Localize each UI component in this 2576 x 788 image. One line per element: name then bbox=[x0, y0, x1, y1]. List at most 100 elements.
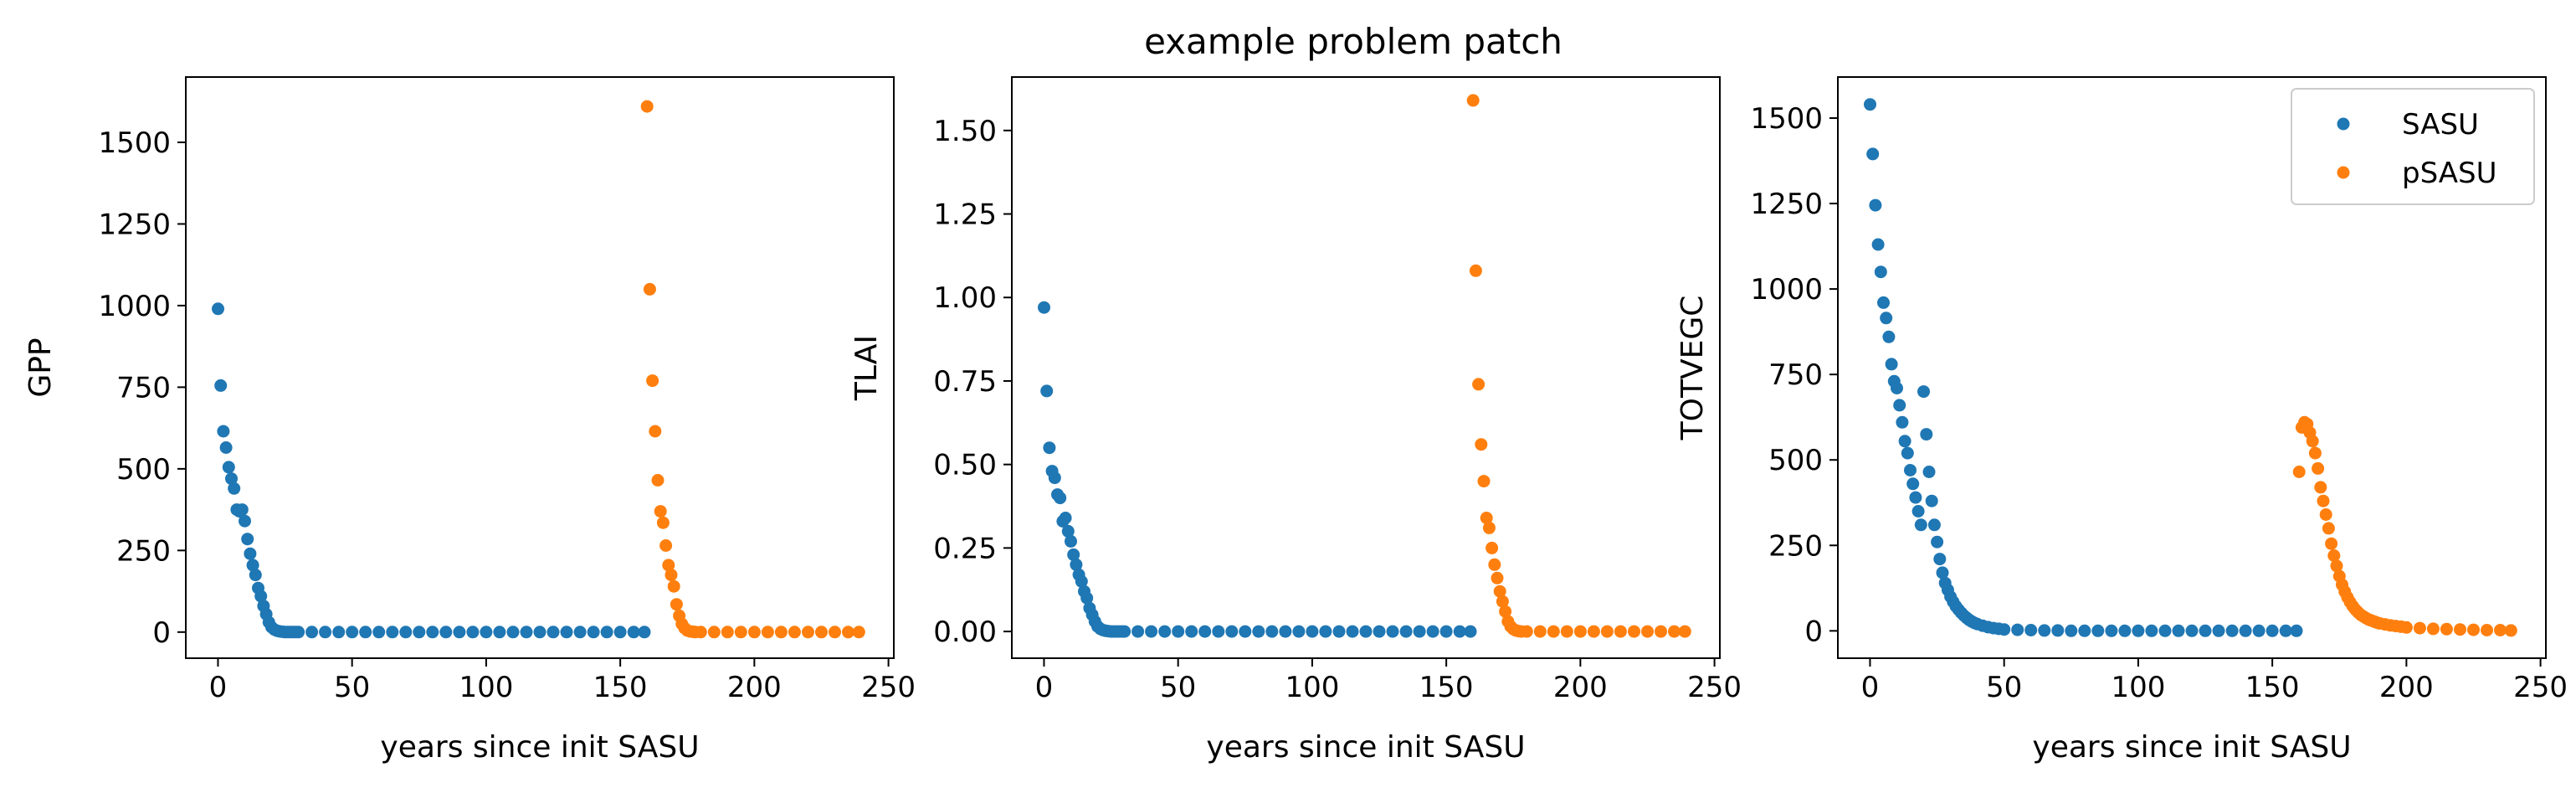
data-point bbox=[560, 626, 573, 639]
data-point bbox=[2239, 624, 2252, 637]
data-point bbox=[1871, 238, 1885, 251]
data-point bbox=[1131, 625, 1145, 638]
data-point bbox=[1864, 98, 1876, 111]
data-point bbox=[1118, 625, 1131, 638]
data-point bbox=[1922, 466, 1936, 478]
x-tick-label: 0 bbox=[1035, 671, 1054, 704]
x-tick-label: 200 bbox=[727, 671, 782, 704]
data-point bbox=[2118, 624, 2132, 637]
data-point bbox=[747, 626, 761, 639]
data-point bbox=[2494, 624, 2507, 636]
series-sasu bbox=[1864, 98, 2303, 637]
data-point bbox=[1906, 477, 1920, 491]
data-point bbox=[1882, 330, 1896, 343]
data-point bbox=[1547, 625, 1560, 638]
data-point bbox=[627, 626, 640, 639]
data-point bbox=[656, 516, 670, 529]
data-point bbox=[1145, 625, 1158, 638]
x-tick-label: 100 bbox=[459, 671, 513, 704]
data-point bbox=[665, 569, 678, 582]
x-tick-label: 150 bbox=[2245, 671, 2300, 704]
data-point bbox=[2399, 621, 2413, 634]
x-axis-label: years since init SASU bbox=[2032, 730, 2351, 765]
y-axis-label: TOTVEGC bbox=[1675, 296, 1710, 441]
axes-frame bbox=[1837, 76, 2547, 659]
data-point bbox=[2132, 624, 2145, 637]
data-point bbox=[852, 626, 865, 639]
data-point bbox=[1469, 264, 1482, 277]
data-point bbox=[2158, 624, 2172, 637]
x-tick-label: 0 bbox=[209, 671, 228, 704]
data-point bbox=[520, 626, 533, 639]
data-point bbox=[721, 626, 734, 639]
panels: 0 50 100 150 200 2500250500750100012501500yea… bbox=[23, 76, 2568, 765]
data-point bbox=[453, 626, 466, 639]
data-point bbox=[662, 559, 675, 572]
data-point bbox=[667, 579, 680, 593]
data-point bbox=[1198, 625, 1212, 638]
data-point bbox=[1486, 541, 1499, 554]
data-point bbox=[2011, 623, 2024, 636]
data-point bbox=[413, 626, 426, 639]
data-point bbox=[1212, 625, 1225, 638]
data-point bbox=[1998, 623, 2011, 636]
data-point bbox=[2199, 624, 2212, 637]
data-point bbox=[1464, 625, 1477, 638]
data-point bbox=[1477, 475, 1491, 488]
x-tick-label: 200 bbox=[2379, 671, 2434, 704]
axes-frame bbox=[1011, 76, 1721, 659]
y-axis-label: TLAI bbox=[849, 335, 884, 401]
data-point bbox=[2279, 624, 2292, 637]
data-point bbox=[2078, 624, 2091, 637]
data-point bbox=[1898, 435, 1911, 448]
legend: SASU pSASU bbox=[2291, 88, 2535, 205]
data-point bbox=[1668, 625, 1681, 638]
data-point bbox=[219, 441, 233, 454]
data-point bbox=[1678, 625, 1691, 638]
legend-marker bbox=[2337, 117, 2350, 131]
x-tick-label: 250 bbox=[861, 671, 916, 704]
data-point bbox=[1909, 491, 1922, 504]
y-tick-label: 1250 bbox=[98, 208, 171, 241]
data-point bbox=[212, 302, 224, 316]
data-point bbox=[346, 626, 359, 639]
data-point bbox=[1914, 518, 1927, 532]
data-point bbox=[1933, 553, 1947, 566]
data-point bbox=[1866, 147, 1880, 161]
y-tick-label: 0 bbox=[152, 616, 171, 650]
data-point bbox=[1472, 378, 1486, 391]
data-point bbox=[1043, 441, 1056, 455]
data-point bbox=[1628, 625, 1640, 638]
legend-label: SASU bbox=[2402, 108, 2479, 142]
x-tick-label: 150 bbox=[1419, 671, 1474, 704]
data-point bbox=[225, 472, 238, 486]
data-point bbox=[1239, 625, 1252, 638]
data-point bbox=[2312, 461, 2325, 475]
data-point bbox=[707, 626, 721, 639]
data-point bbox=[1520, 625, 1533, 638]
y-tick-label: 250 bbox=[116, 534, 171, 568]
data-point bbox=[2038, 624, 2051, 637]
data-point bbox=[1332, 625, 1346, 638]
data-point bbox=[788, 626, 801, 639]
x-tick-label: 250 bbox=[2513, 671, 2568, 704]
data-point bbox=[1925, 494, 1938, 507]
series-psasu bbox=[640, 100, 865, 639]
data-point bbox=[2024, 624, 2038, 636]
data-point bbox=[1499, 605, 1512, 618]
data-point bbox=[246, 559, 259, 572]
data-point bbox=[1265, 625, 1279, 638]
data-point bbox=[2266, 624, 2279, 637]
data-point bbox=[1880, 312, 1893, 325]
data-point bbox=[1901, 446, 1914, 460]
data-point bbox=[1493, 585, 1506, 598]
data-point bbox=[1158, 625, 1172, 638]
data-point bbox=[2145, 624, 2158, 637]
y-tick-label: 1000 bbox=[1750, 273, 1823, 306]
data-point bbox=[1927, 518, 1941, 532]
data-point bbox=[2172, 624, 2185, 637]
data-point bbox=[292, 626, 305, 639]
data-point bbox=[506, 626, 520, 639]
data-point bbox=[1059, 512, 1072, 524]
